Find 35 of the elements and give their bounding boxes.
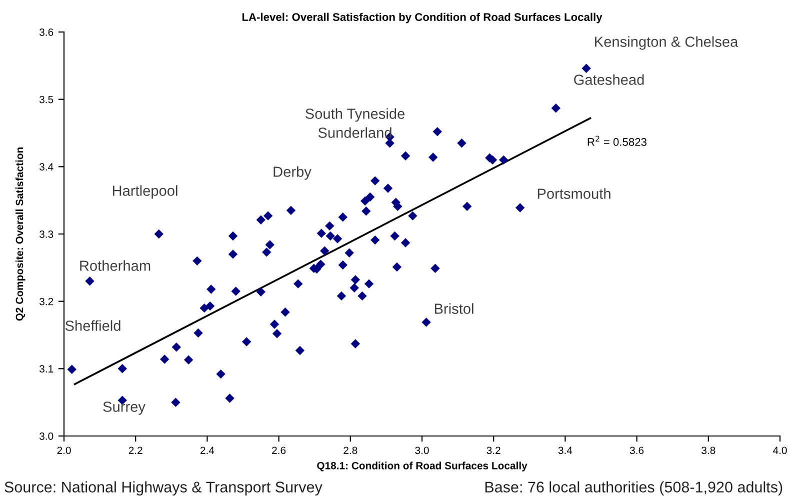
annotation: Gateshead [574, 74, 644, 85]
x-axis-title: Q18.1: Condition of Road Surfaces Locally [317, 462, 528, 472]
annotation: Sheffield [65, 320, 120, 331]
x-tick-label: 2.6 [272, 446, 286, 454]
y-tick-label: 3.1 [40, 365, 54, 373]
annotation: Portsmouth [538, 188, 610, 199]
y-tick-label: 3.5 [40, 96, 54, 104]
annotation: Rotherham [80, 260, 150, 271]
y-tick-label: 3.6 [40, 28, 54, 36]
x-tick-label: 4.0 [773, 446, 787, 454]
source-note: Source: National Highways & Transport Survey [4, 481, 322, 496]
annotation: South Tyneside [306, 108, 404, 122]
x-tick-label: 3.6 [630, 446, 644, 454]
annotation: Hartlepool [112, 185, 178, 199]
annotation: Bristol [434, 303, 474, 314]
y-tick-label: 3.0 [40, 432, 54, 440]
x-tick-label: 3.8 [702, 446, 716, 454]
annotation: Kensington & Chelsea [595, 36, 738, 50]
x-tick-label: 3.4 [558, 446, 572, 454]
y-tick-label: 3.4 [40, 163, 54, 171]
annotation: Derby [274, 166, 312, 180]
x-tick-label: 2.0 [57, 446, 71, 454]
chart-title: LA-level: Overall Satisfaction by Condition of Road Surfaces Locally [242, 12, 602, 24]
x-tick-label: 2.8 [344, 446, 358, 454]
x-tick-label: 3.0 [415, 446, 429, 454]
y-axis-title: Q2 Composite: Overall Satisfaction [16, 148, 26, 321]
x-tick-label: 3.2 [486, 446, 500, 454]
annotation: Sunderland [318, 127, 392, 138]
annotation: Surrey [103, 402, 146, 415]
y-tick-label: 3.3 [40, 230, 54, 238]
x-tick-label: 2.2 [128, 446, 142, 454]
y-tick-label: 3.2 [40, 298, 54, 306]
annotation: R$^{2}$ = 0.5823 [588, 136, 646, 146]
x-tick-label: 2.4 [200, 446, 214, 454]
text: Base: 76 local authorities (508-1,920 adults) [485, 481, 782, 496]
